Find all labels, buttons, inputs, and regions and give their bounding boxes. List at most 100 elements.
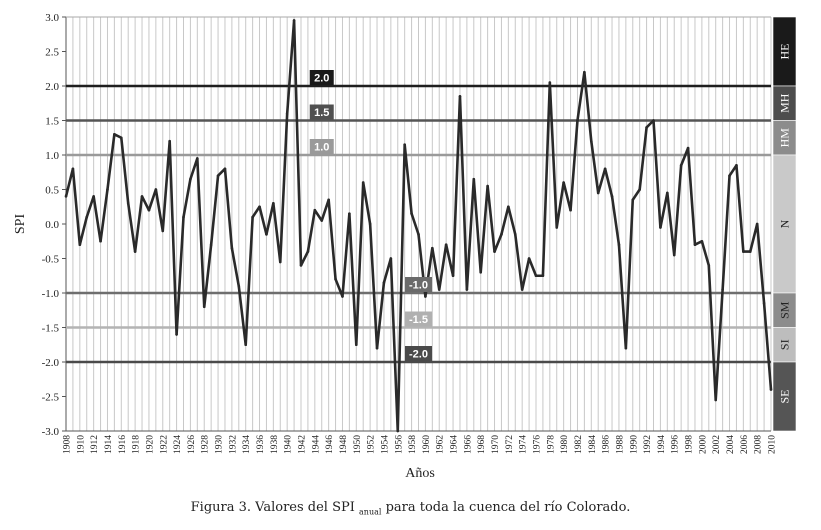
- caption-suffix: para toda la cuenca del río Colorado.: [385, 500, 631, 515]
- x-tick-label: 1912: [90, 435, 100, 454]
- x-tick-label: 1956: [394, 435, 404, 454]
- spi-data-point: [106, 188, 109, 191]
- caption-prefix: Figura 3. Valores del SPI: [190, 500, 355, 515]
- spi-data-point: [196, 157, 199, 160]
- spi-data-point: [679, 164, 683, 167]
- category-band-label: N: [778, 219, 792, 228]
- spi-data-point: [513, 233, 517, 236]
- threshold-label-box: [309, 104, 334, 120]
- spi-data-point: [216, 174, 220, 177]
- x-tick-label: 1942: [298, 435, 308, 454]
- x-tick-label: 1966: [463, 435, 473, 454]
- x-tick-label: 1990: [629, 435, 639, 454]
- threshold-label-text: -1.0: [409, 280, 428, 292]
- spi-data-point: [285, 112, 289, 115]
- x-tick-label: 1982: [574, 435, 584, 454]
- spi-data-point: [762, 302, 766, 305]
- x-tick-label: 1978: [546, 435, 556, 454]
- y-axis-ticks: 3.0 2.5 2.0 1.5 1.0 0.5 0.0 -0.5 -1.0 -1.5 -2.0 -2.…: [42, 12, 66, 438]
- spi-data-point: [202, 305, 206, 309]
- spi-data-point: [230, 246, 234, 250]
- spi-data-point: [548, 81, 552, 84]
- caption-subscript: anual: [359, 507, 382, 517]
- x-tick-label: 1952: [367, 435, 377, 454]
- spi-data-point: [361, 181, 365, 184]
- y-tick-label: 1.0: [45, 150, 59, 162]
- spi-data-point: [403, 143, 406, 146]
- spi-data-point: [147, 208, 151, 212]
- x-tick-label: 1974: [519, 435, 529, 454]
- spi-data-point: [589, 139, 593, 143]
- chart-series: [64, 19, 773, 433]
- x-tick-label: 1970: [491, 435, 501, 454]
- spi-data-point: [341, 295, 344, 298]
- spi-data-point: [175, 333, 178, 336]
- y-tick-label: -0.5: [42, 254, 60, 266]
- spi-data-point: [693, 243, 697, 246]
- spi-data-point: [686, 146, 690, 150]
- spi-data-point: [140, 195, 144, 198]
- x-tick-label: 2004: [726, 435, 736, 454]
- spi-data-point: [631, 198, 635, 202]
- x-tick-label: 2002: [712, 435, 722, 454]
- spi-data-point: [354, 343, 358, 347]
- x-axis-label: Años: [405, 466, 435, 481]
- spi-data-point: [472, 177, 476, 181]
- x-tick-label: 1916: [118, 435, 128, 454]
- x-tick-label: 1938: [270, 435, 280, 454]
- spi-data-point: [396, 429, 400, 433]
- spi-data-point: [209, 243, 213, 246]
- spi-data-point: [278, 260, 282, 264]
- spi-chart: 2.0 1.5 1.0 -1.0 -1.5 -2.0 3.0 2.5 2.0 1.5 1.0 0.5…: [13, 12, 797, 481]
- spi-data-point: [707, 264, 711, 267]
- category-band-label: HM: [778, 128, 792, 148]
- spi-data-point: [527, 257, 531, 260]
- y-tick-label: -2.5: [42, 392, 60, 404]
- spi-data-point: [451, 274, 455, 278]
- spi-data-point: [520, 288, 524, 291]
- spi-data-point: [596, 191, 600, 195]
- x-tick-label: 1958: [408, 435, 418, 454]
- spi-data-point: [645, 126, 648, 129]
- spi-data-point: [161, 229, 165, 233]
- spi-data-point: [576, 119, 579, 122]
- x-tick-label: 1954: [380, 435, 390, 454]
- spi-data-point: [368, 222, 372, 226]
- threshold-lines: [66, 84, 771, 364]
- spi-data-point: [348, 212, 351, 215]
- x-tick-label: 1980: [560, 435, 570, 454]
- figure-caption: Figura 3. Valores del SPI anual para tod…: [0, 500, 821, 517]
- y-tick-label: 3.0: [45, 12, 59, 24]
- threshold-label-box: [405, 277, 432, 292]
- spi-data-point: [465, 288, 469, 291]
- spi-data-point: [652, 119, 655, 122]
- spi-data-point: [85, 215, 89, 219]
- x-tick-label: 2006: [740, 435, 750, 454]
- spi-data-point: [659, 226, 662, 229]
- threshold-label-text: -2.0: [409, 349, 428, 361]
- x-tick-label: 1922: [159, 435, 169, 454]
- y-tick-label: 2.0: [45, 81, 59, 93]
- y-tick-label: 0.5: [45, 185, 59, 197]
- spi-data-point: [306, 250, 310, 253]
- spi-data-point: [237, 284, 241, 288]
- y-tick-label: 0.0: [45, 219, 59, 231]
- x-tick-label: 1948: [339, 435, 349, 454]
- spi-data-point: [244, 343, 248, 347]
- y-axis-label: SPI: [13, 214, 28, 235]
- y-tick-label: 2.5: [45, 47, 59, 59]
- spi-data-point: [444, 243, 448, 246]
- spi-data-point: [700, 239, 704, 243]
- category-bands: HE MH HM N SM SI SE: [772, 16, 797, 432]
- x-tick-label: 1968: [477, 435, 487, 454]
- x-tick-label: 2000: [698, 435, 708, 454]
- x-tick-label: 1940: [284, 435, 294, 454]
- spi-data-point: [334, 277, 337, 281]
- y-tick-label: -1.5: [42, 323, 60, 335]
- x-tick-label: 1992: [643, 435, 653, 454]
- x-tick-label: 1950: [353, 435, 363, 454]
- x-tick-label: 1932: [228, 435, 238, 454]
- spi-data-point: [182, 215, 185, 219]
- spi-data-point: [424, 295, 427, 298]
